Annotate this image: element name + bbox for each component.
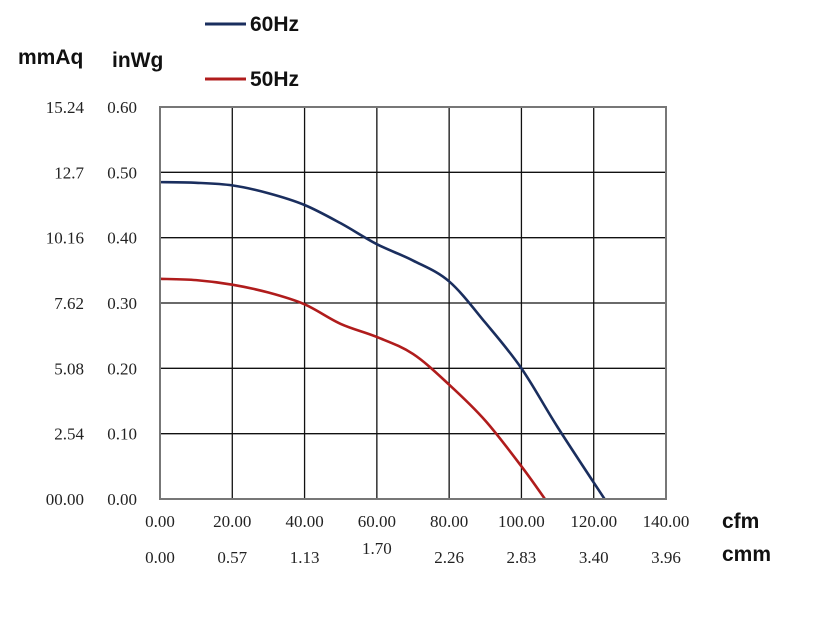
x-tick-label-cfm: 140.00 xyxy=(643,512,690,531)
x-axis-label-cfm: cfm xyxy=(722,510,759,533)
x-tick-label-cfm: 80.00 xyxy=(430,512,468,531)
y-axis-label-mmaq: mmAq xyxy=(18,46,83,69)
x-tick-label-cfm: 40.00 xyxy=(285,512,323,531)
x-tick-label-cmm: 2.26 xyxy=(434,548,464,567)
y-axis-label-inwg: inWg xyxy=(112,49,163,72)
legend-label-50hz: 50Hz xyxy=(250,68,299,91)
series-line-60hz xyxy=(159,180,606,500)
y-tick-label-mmaq: 00.00 xyxy=(46,490,84,509)
x-axis-label-cmm: cmm xyxy=(722,543,771,566)
y-tick-label-inwg: 0.00 xyxy=(107,490,137,509)
x-tick-label-cfm: 120.00 xyxy=(570,512,617,531)
legend: 60Hz 50Hz xyxy=(205,13,299,91)
legend-label-60hz: 60Hz xyxy=(250,13,299,36)
y-tick-label-mmaq: 12.7 xyxy=(54,163,84,182)
y-tick-label-inwg: 0.60 xyxy=(107,98,137,117)
y-tick-label-mmaq: 10.16 xyxy=(46,229,84,248)
y-tick-label-inwg: 0.20 xyxy=(107,359,137,378)
x-tick-label-cmm: 0.57 xyxy=(217,548,247,567)
x-tick-label-cfm: 0.00 xyxy=(145,512,175,531)
y-tick-label-inwg: 0.30 xyxy=(107,294,137,313)
y-tick-label-inwg: 0.50 xyxy=(107,163,137,182)
x-tick-label-cmm: 1.13 xyxy=(290,548,320,567)
y-tick-label-mmaq: 15.24 xyxy=(46,98,85,117)
x-tick-label-cmm: 2.83 xyxy=(507,548,537,567)
y-tick-label-inwg: 0.10 xyxy=(107,425,137,444)
y-tick-label-inwg: 0.40 xyxy=(107,229,137,248)
y-tick-label-mmaq: 2.54 xyxy=(54,425,84,444)
series-lines xyxy=(159,180,606,500)
x-tick-label-cfm: 100.00 xyxy=(498,512,545,531)
x-tick-label-cmm: 3.96 xyxy=(651,548,681,567)
y-tick-label-mmaq: 7.62 xyxy=(54,294,84,313)
grid xyxy=(159,106,667,500)
x-tick-label-cfm: 60.00 xyxy=(358,512,396,531)
series-line-50hz xyxy=(159,277,546,500)
x-tick-label-cmm: 3.40 xyxy=(579,548,609,567)
y-tick-label-mmaq: 5.08 xyxy=(54,359,84,378)
x-tick-label-cmm: 0.00 xyxy=(145,548,175,567)
plot-frame xyxy=(159,106,667,500)
x-tick-label-cmm: 1.70 xyxy=(362,539,392,558)
x-tick-label-cfm: 20.00 xyxy=(213,512,251,531)
tick-labels: 0.00 0.00 20.00 0.57 40.00 1.13 60.00 1.70 80.00… xyxy=(46,98,690,567)
